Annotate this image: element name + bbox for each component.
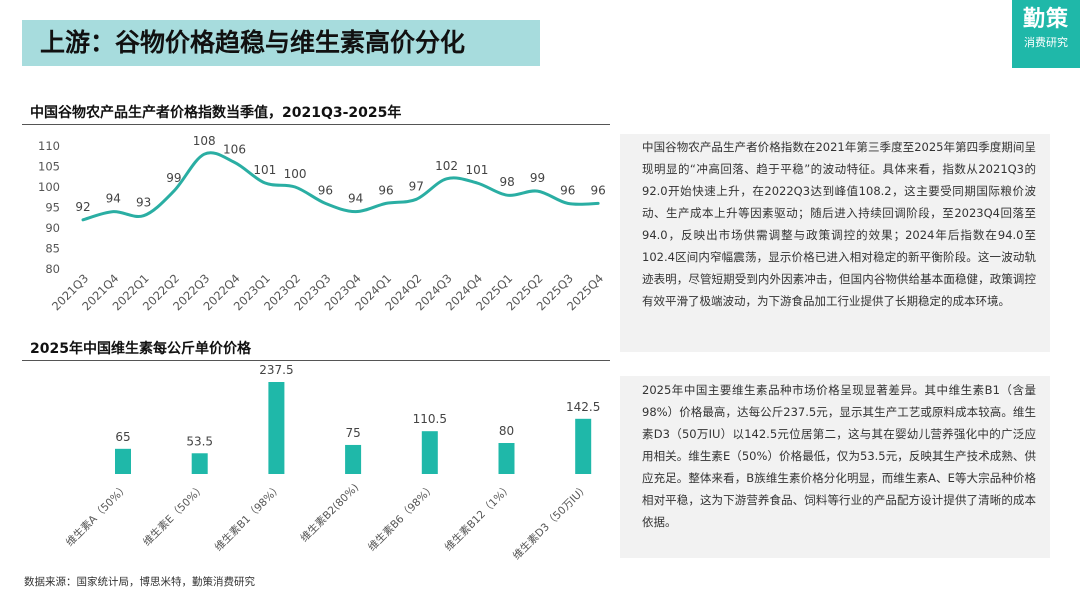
grain-price-line-chart: 110 105 100 95 90 85 80 92 94 93 99 108 106 101 100 96 9…	[38, 134, 606, 313]
data-label: 99	[166, 171, 181, 185]
vitamin-price-bar-chart: 65 53.5 237.5 75 110.5 80 142.5 维生素A（50%） 维生素E（5…	[63, 363, 600, 562]
data-label: 94	[348, 192, 363, 206]
data-point	[82, 218, 84, 221]
data-label: 101	[465, 163, 488, 177]
x-tick-label: 维生素B1（98%）	[212, 481, 285, 554]
data-label: 80	[499, 424, 514, 438]
data-point	[597, 202, 600, 205]
y-tick-label: 85	[45, 242, 60, 256]
data-label: 96	[560, 183, 575, 197]
section1-divider	[22, 124, 610, 125]
data-label: 106	[223, 142, 246, 156]
data-label: 99	[530, 171, 545, 185]
line-chart-title: 中国谷物农产品生产者价格指数当季值，2021Q3-2025年	[30, 105, 402, 121]
line-chart-description: 中国谷物农产品生产者价格指数在2021年第三季度至2025年第四季度期间呈现明显…	[620, 134, 1050, 352]
data-point	[263, 181, 266, 184]
data-point	[324, 202, 327, 205]
bar	[191, 453, 208, 474]
data-label: 75	[345, 426, 360, 440]
bar	[421, 431, 438, 474]
section2-divider	[22, 360, 610, 361]
data-point	[112, 210, 115, 213]
data-label: 100	[284, 167, 307, 181]
x-tick-label: 维生素B12（1%）	[442, 481, 515, 554]
data-label: 102	[435, 159, 458, 173]
brand-logo: 勤策 消费研究	[1012, 0, 1080, 68]
y-tick-label: 110	[38, 139, 60, 153]
data-label: 96	[378, 183, 393, 197]
y-tick-label: 80	[45, 262, 60, 276]
data-label: 53.5	[186, 434, 213, 448]
data-label: 65	[115, 430, 130, 444]
data-point	[475, 181, 478, 184]
bar	[268, 382, 285, 474]
title-banner	[22, 20, 540, 66]
data-point	[233, 161, 236, 164]
bar	[345, 444, 362, 474]
data-source: 数据来源：国家统计局，博思米特，勤策消费研究	[24, 576, 255, 588]
page-title: 上游：谷物价格趋稳与维生素高价分化	[40, 28, 466, 57]
x-tick-label: 维生素A（50%）	[63, 481, 131, 549]
logo-sub-text: 消费研究	[1024, 36, 1068, 49]
bar	[498, 443, 515, 474]
x-tick-label: 维生素B6（98%）	[365, 481, 438, 554]
x-tick-label: 维生素B2(80%)	[298, 481, 362, 545]
series-line	[81, 151, 600, 222]
data-label: 110.5	[413, 412, 447, 426]
bar	[115, 448, 131, 474]
bar-chart-description: 2025年中国主要维生素品种市场价格呈现显著差异。其中维生素B1（含量98%）价…	[620, 376, 1050, 558]
data-point	[566, 202, 569, 205]
data-point	[536, 190, 539, 193]
bar	[575, 418, 592, 474]
logo-main-text: 勤策	[1022, 7, 1069, 32]
data-point	[415, 198, 418, 201]
data-label: 237.5	[259, 363, 293, 377]
data-point	[203, 153, 206, 156]
x-tick-label: 维生素D3（50万IU）	[510, 481, 591, 562]
data-point	[142, 214, 145, 217]
data-label: 101	[253, 163, 276, 177]
data-point	[385, 202, 387, 205]
data-label: 98	[500, 175, 515, 189]
data-label: 108	[193, 134, 216, 148]
y-tick-label: 100	[38, 180, 60, 194]
data-label: 96	[590, 183, 605, 197]
y-tick-label: 105	[38, 160, 60, 174]
data-point	[445, 177, 448, 180]
x-tick-label: 维生素E（50%）	[140, 481, 208, 549]
bar-chart-title: 2025年中国维生素每公斤单价价格	[30, 341, 251, 357]
data-label: 94	[106, 192, 121, 206]
data-label: 97	[409, 179, 424, 193]
data-point	[354, 210, 357, 213]
data-label: 93	[136, 196, 151, 210]
data-label: 142.5	[566, 400, 600, 414]
y-tick-label: 95	[45, 201, 60, 215]
data-point	[294, 186, 297, 188]
data-point	[506, 194, 509, 197]
data-label: 96	[318, 183, 333, 197]
data-label: 92	[75, 200, 90, 214]
data-point	[172, 190, 175, 193]
y-tick-label: 90	[45, 221, 60, 235]
